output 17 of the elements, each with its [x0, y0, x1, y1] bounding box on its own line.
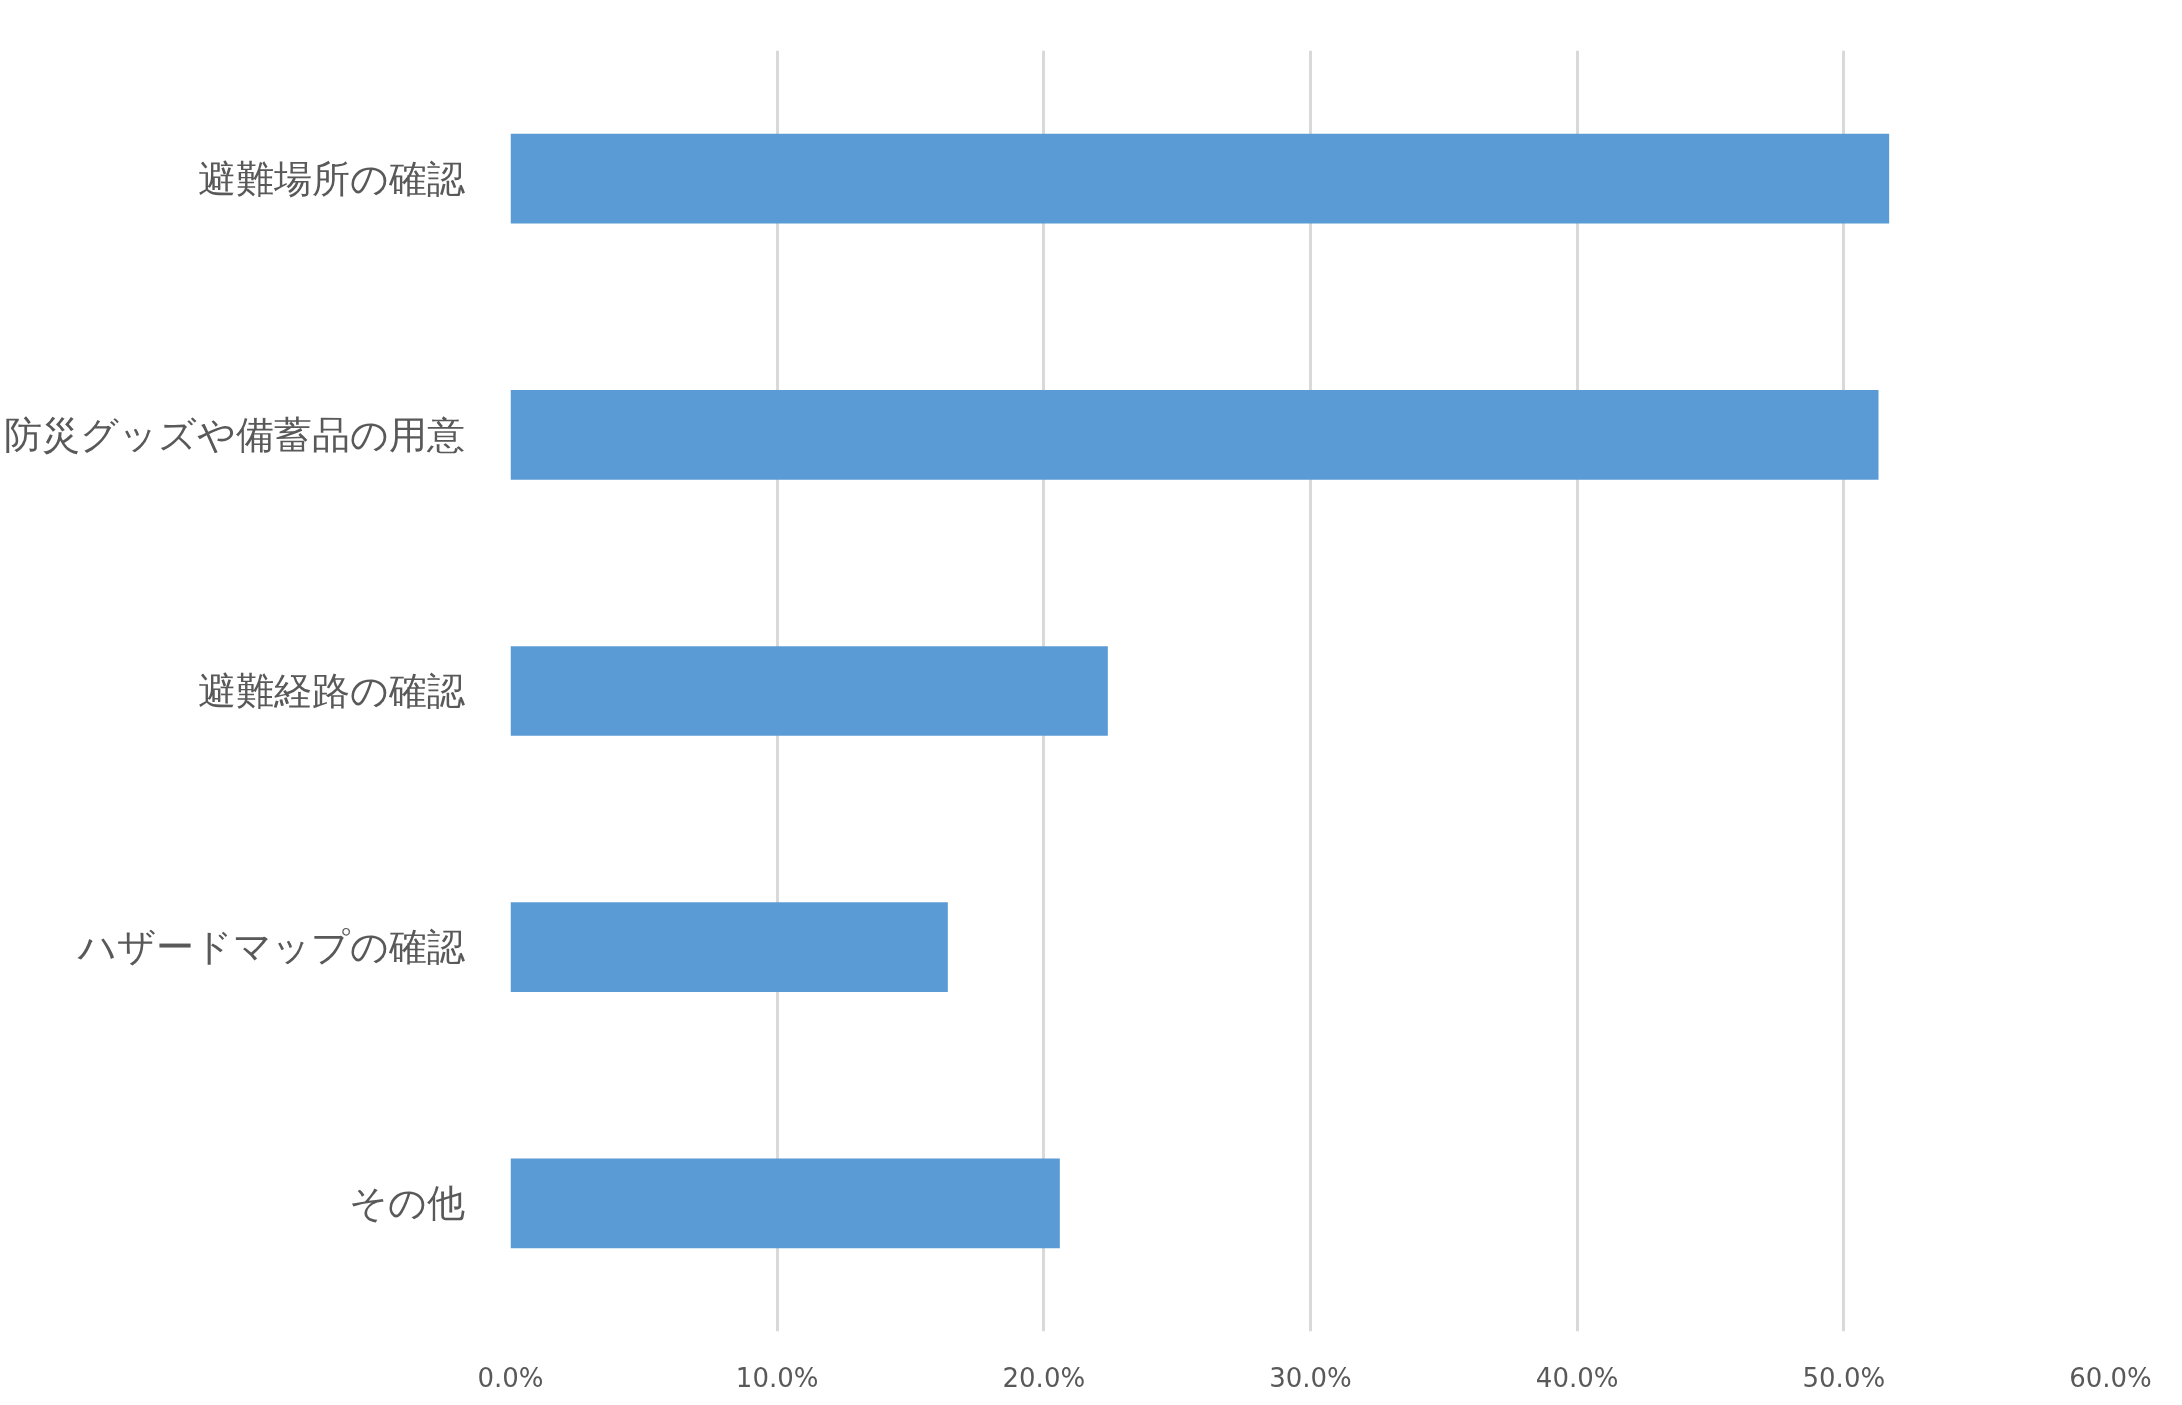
x-tick-label: 20.0% — [1002, 1362, 1086, 1393]
bar — [510, 133, 1890, 224]
bar — [510, 389, 1879, 480]
bar — [510, 902, 948, 993]
y-tick-label: 防災グッズや備蓄品の用意 — [3, 412, 465, 457]
bar — [510, 1158, 1060, 1249]
y-tick-label: 避難場所の確認 — [197, 156, 465, 201]
x-tick-label: 30.0% — [1269, 1362, 1352, 1393]
y-tick-label: ハザードマップの確認 — [76, 925, 465, 970]
bar — [510, 646, 1108, 736]
y-tick-label: その他 — [348, 1181, 465, 1226]
x-tick-label: 10.0% — [735, 1362, 819, 1393]
x-tick-label: 60.0% — [2069, 1362, 2152, 1393]
x-tick-label: 50.0% — [1802, 1362, 1886, 1393]
x-tick-label: 0.0% — [477, 1362, 544, 1393]
y-tick-label: 避難経路の確認 — [197, 669, 465, 713]
x-tick-label: 40.0% — [1535, 1362, 1619, 1393]
